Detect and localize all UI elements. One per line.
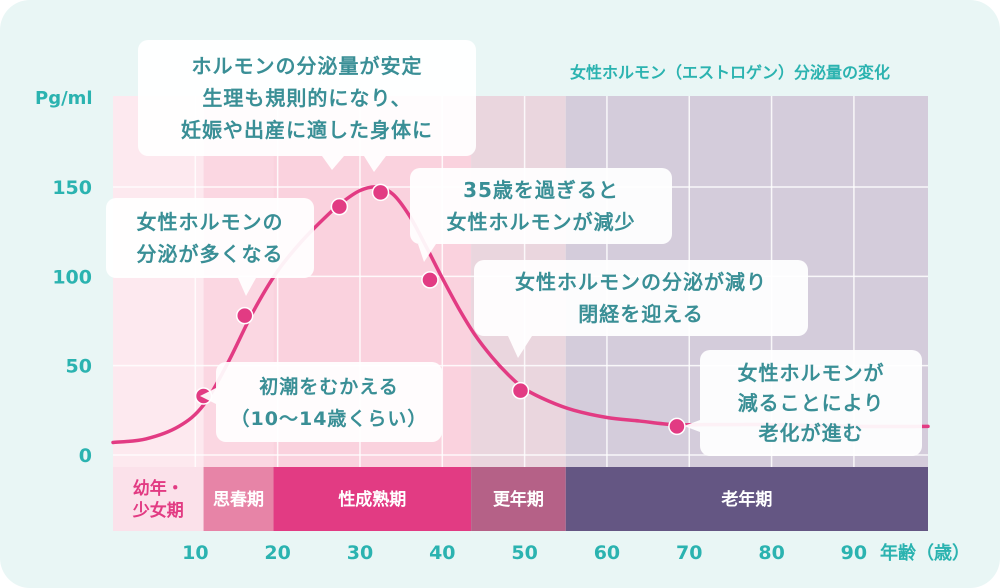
y-tick-150: 150 — [52, 177, 92, 199]
stage-label-2: 性成熟期 — [338, 489, 406, 510]
y-tick-0: 0 — [79, 445, 92, 467]
stage-2 — [273, 467, 472, 531]
data-markers — [194, 183, 686, 436]
annotation-text-3-0: 女性ホルモンの分泌が減り — [515, 270, 767, 294]
y-tick-50: 50 — [66, 356, 92, 378]
annotation-text-2-1: 女性ホルモンが減少 — [447, 210, 636, 234]
annotation-box-4 — [216, 362, 442, 442]
annotation-text-4-0: 初潮をむかえる — [259, 375, 398, 398]
marker-3 — [371, 183, 390, 202]
annotation-text-0-0: ホルモンの分泌量が安定 — [192, 54, 423, 78]
series-line-0 — [111, 185, 930, 445]
x-tick-50: 50 — [511, 542, 537, 564]
annotation-box-5 — [700, 350, 922, 456]
chart-title: 女性ホルモン（エストロゲン）分泌量の変化 — [570, 63, 890, 82]
stage-3 — [471, 467, 566, 531]
stage-0 — [113, 467, 204, 531]
stage-4 — [565, 467, 928, 531]
annotation-tail-5-0 — [684, 420, 700, 432]
stage-1 — [203, 467, 274, 531]
marker-6 — [668, 417, 686, 436]
series-line-group — [111, 185, 930, 445]
annotation-text-5-2: 老化が進む — [759, 421, 864, 445]
annotation-tail-0-1 — [364, 156, 386, 172]
annotation-tail-2-0 — [418, 244, 436, 262]
x-tick-30: 30 — [347, 542, 373, 564]
stage-label-line: 幼年・ — [133, 478, 184, 499]
annotation-box-1 — [106, 198, 314, 278]
annotation-tail-1-0 — [238, 278, 256, 296]
x-tick-10: 10 — [182, 542, 208, 564]
stage-label-4: 老年期 — [720, 489, 772, 510]
stage-label-1: 思春期 — [213, 489, 264, 510]
life-stage-bar: 幼年・少女期 思春期 性成熟期 更年期 老年期 — [113, 467, 928, 531]
x-axis-label: 年齢（歳） — [880, 542, 970, 564]
y-axis-label: Pg/ml — [35, 88, 93, 109]
marker-1 — [235, 306, 254, 325]
annotation-tail-0-0 — [322, 156, 344, 170]
annotation-box-0 — [138, 40, 476, 156]
marker-2 — [330, 197, 349, 216]
annotation-tail-3-0 — [508, 336, 532, 358]
stage-label-line: 性成熟期 — [338, 489, 406, 510]
annotation-text-5-0: 女性ホルモンが — [738, 361, 885, 385]
annotation-4: 初潮をむかえる （10〜14歳くらい） — [200, 362, 442, 442]
annotation-text-0-1: 生理も規則的になり、 — [202, 86, 411, 110]
stage-label-0: 幼年・少女期 — [132, 478, 184, 521]
y-tick-labels: 0 50 100 150 — [52, 177, 92, 467]
stage-label-line: 思春期 — [213, 489, 264, 510]
annotation-box-3 — [474, 260, 808, 336]
marker-4 — [421, 271, 439, 289]
annotation-bubbles: ホルモンの分泌量が安定生理も規則的になり、妊娠や出産に適した身体に女性ホルモンの… — [106, 40, 922, 456]
annotation-text-1-1: 分泌が多くなる — [137, 242, 284, 266]
stage-label-line: 更年期 — [493, 489, 544, 510]
marker-5 — [511, 381, 530, 400]
stage-background-0 — [113, 96, 204, 467]
x-tick-60: 60 — [594, 542, 620, 564]
annotation-text-5-1: 減ることにより — [738, 391, 885, 415]
x-tick-80: 80 — [758, 542, 784, 564]
x-tick-40: 40 — [429, 542, 455, 564]
annotation-text-1-0: 女性ホルモンの — [137, 210, 284, 234]
annotation-text-2-0: 35歳を過ぎると — [463, 178, 619, 202]
x-tick-labels: 10 20 30 40 50 60 70 80 90 — [182, 542, 867, 564]
stage-label-line: 少女期 — [132, 500, 184, 521]
annotation-text-4-1: （10〜14歳くらい） — [231, 407, 428, 430]
x-tick-70: 70 — [676, 542, 702, 564]
x-tick-20: 20 — [264, 542, 290, 564]
annotation-text-0-2: 妊娠や出産に適した身体に — [181, 118, 433, 142]
stage-label-3: 更年期 — [493, 489, 544, 510]
annotation-box-2 — [410, 168, 672, 244]
annotation-tail-4-0 — [200, 388, 216, 404]
y-tick-100: 100 — [52, 266, 92, 288]
stage-label-line: 老年期 — [720, 489, 772, 510]
annotation-text-3-1: 閉経を迎える — [578, 302, 703, 326]
x-tick-90: 90 — [841, 542, 867, 564]
